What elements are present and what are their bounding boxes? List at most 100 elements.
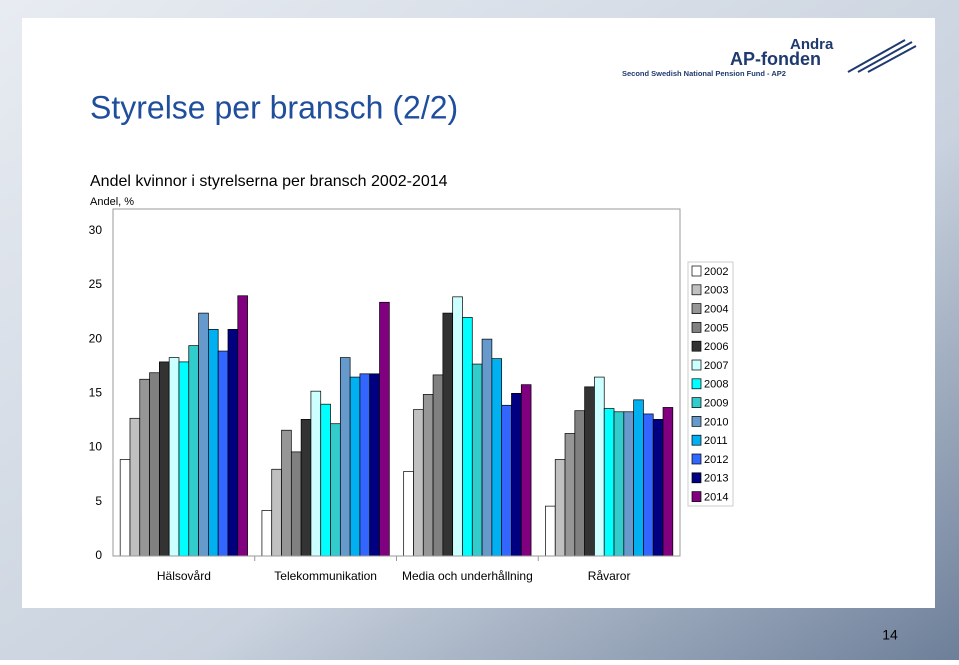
bar [603,408,615,557]
bar [491,358,503,557]
legend-swatch [691,416,702,427]
bar [432,374,444,557]
bar [662,407,674,557]
legend-swatch [691,303,702,314]
legend-swatch [691,284,702,296]
bar [413,409,424,557]
bar [168,357,180,557]
bar [554,459,566,557]
bar [462,317,473,557]
bar [511,392,522,557]
logo-name: AP-fonden [730,49,821,69]
legend-swatch [691,434,702,446]
bar [471,363,483,557]
legend-swatch [691,265,702,277]
bar [320,403,331,557]
bar [208,329,219,557]
bar [281,429,292,557]
y-tick-label: 5 [95,494,102,508]
bar [237,295,248,557]
bar [300,419,312,557]
x-tick-label: Telekommunikation [274,569,377,583]
x-tick-label: Media och underhållning [402,569,533,583]
bar [652,419,664,557]
legend-swatch [691,378,702,390]
legend-label: 2005 [704,322,728,334]
bar [613,411,625,557]
bar [403,471,414,557]
legend-label: 2009 [704,398,728,410]
bar [452,296,463,557]
bar [271,468,282,557]
bar [129,417,141,557]
page-number: 14 [882,627,898,643]
legend-swatch [691,453,702,465]
logo-name: Andra [790,36,834,53]
legend-label: 2002 [704,266,728,278]
x-tick-label: Råvaror [588,569,631,583]
axis-label: Andel, % [90,196,134,208]
legend-label: 2011 [704,435,728,447]
legend-swatch [691,397,702,408]
bar [501,404,512,557]
bar [422,394,434,557]
legend-label: 2006 [704,341,728,353]
bar [159,361,170,557]
legend-swatch [691,491,702,502]
y-tick-label: 0 [95,548,102,562]
bar [643,413,654,557]
legend-box [687,261,734,507]
legend-swatch [691,340,702,352]
legend-label: 2014 [704,492,728,504]
bar [119,459,131,557]
y-tick-label: 15 [89,386,103,400]
bar [198,312,209,557]
bar [310,390,322,557]
legend-swatch [691,359,702,371]
bar [349,376,361,557]
legend-swatch [691,322,702,333]
chart-title: Andel kvinnor i styrelserna per bransch … [90,173,448,190]
legend-swatch [691,472,702,484]
bar [623,411,634,557]
legend-label: 2012 [704,454,728,466]
bar [584,386,595,557]
logo-tagline: Second Swedish National Pension Fund - A… [622,69,786,78]
legend-label: 2004 [704,304,728,316]
legend-label: 2007 [704,360,728,372]
legend-label: 2003 [704,285,728,297]
logo-mark [847,39,917,73]
y-tick-label: 30 [89,223,103,237]
bar [369,373,380,557]
y-tick-label: 10 [89,440,103,454]
bar [594,376,605,557]
slide-title: Styrelse per bransch (2/2) [90,89,458,125]
logo: Andra AP-fonden Second Swedish National … [622,36,917,78]
legend-label: 2010 [704,416,728,428]
bar [442,312,454,557]
bar [359,373,371,557]
bar [481,338,493,557]
bar [379,301,390,557]
bar [290,451,302,557]
bar [330,423,341,557]
bar [227,329,239,557]
legend-label: 2013 [704,473,728,485]
bar [633,399,644,557]
bar [545,505,556,557]
bar [217,350,229,557]
bar [149,372,160,557]
bar [574,410,585,557]
bar [564,433,576,557]
bar [339,357,351,557]
bar [188,345,199,557]
y-tick-label: 25 [89,277,103,291]
bar [520,384,532,557]
bar [261,510,273,557]
x-tick-label: Hälsovård [157,569,211,583]
bar [139,378,150,557]
bar [178,361,190,557]
y-tick-label: 20 [89,331,103,345]
legend-label: 2008 [704,379,728,391]
